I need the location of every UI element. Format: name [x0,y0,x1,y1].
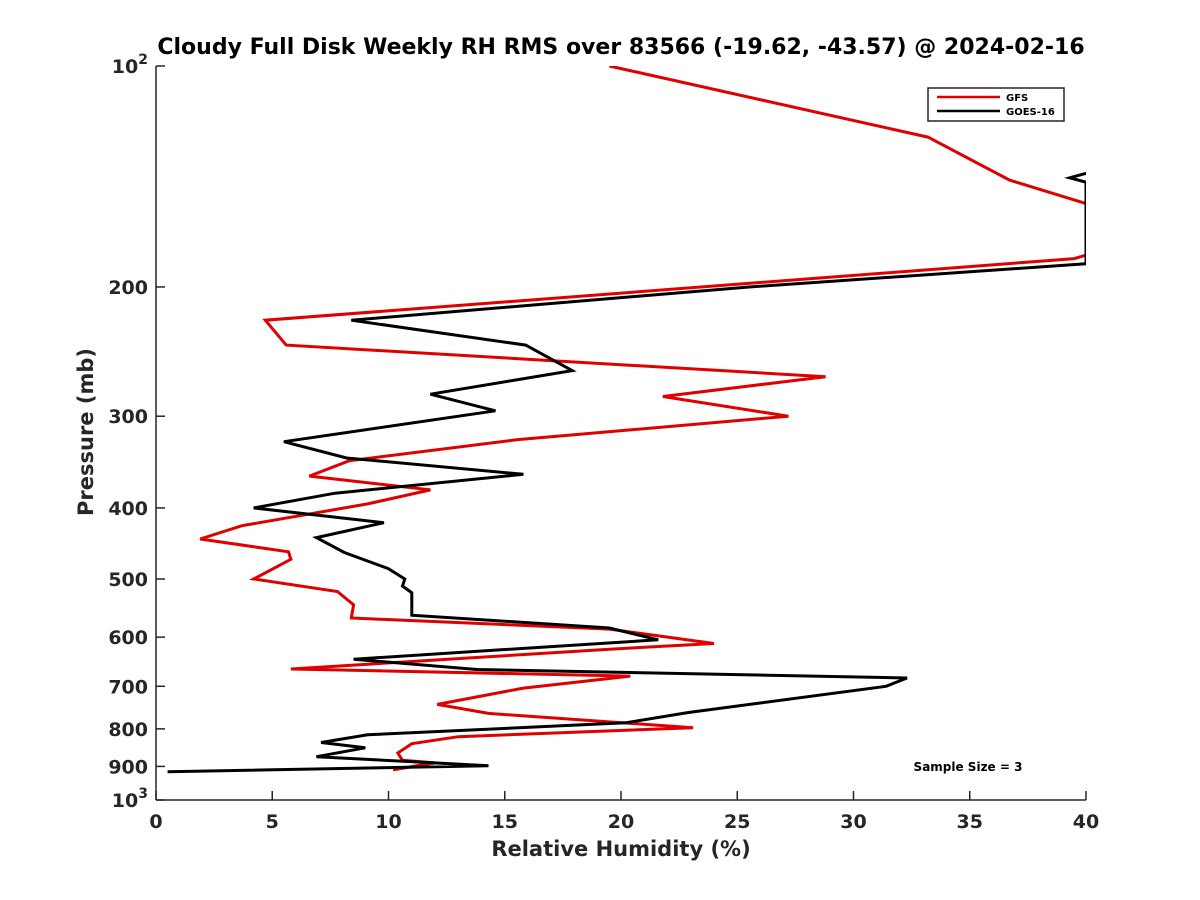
series-line-gfs [199,66,1086,772]
legend-box [927,87,1065,122]
plot-area [155,66,1086,801]
y-tick-label: 700 [108,676,148,698]
series-line-goes-16 [167,171,1086,774]
legend: GFS GOES-16 [927,87,1065,122]
x-tick-label: 5 [266,811,279,833]
x-tick-label: 30 [840,811,866,833]
x-tick-label: 15 [492,811,518,833]
y-axis-label: Pressure (mb) [74,348,98,516]
y-tick-label: 200 [108,277,148,299]
x-tick-label: 40 [1073,811,1099,833]
x-tick-label: 25 [724,811,750,833]
x-axis-label: Relative Humidity (%) [491,837,750,861]
y-tick-label: 103 [112,786,148,812]
sample-size-annotation: Sample Size = 3 [914,760,1023,774]
y-tick-label: 102 [112,52,148,78]
y-axis: 102 200 300 400 500 600 700 800 900 103 [108,52,165,812]
y-tick-label: 300 [108,406,148,428]
x-tick-label: 10 [375,811,401,833]
y-tick-label: 800 [108,719,148,741]
legend-entry: GFS [1006,93,1028,104]
x-tick-label: 20 [608,811,634,833]
chart-title: Cloudy Full Disk Weekly RH RMS over 8356… [157,35,1084,60]
y-tick-label: 900 [108,756,148,778]
x-tick-label: 0 [149,811,162,833]
x-axis: 0 5 10 15 20 25 30 35 40 [149,791,1099,833]
legend-entry: GOES-16 [1006,107,1055,118]
y-tick-label: 600 [108,627,148,649]
y-tick-label: 400 [108,498,148,520]
x-tick-label: 35 [957,811,983,833]
y-tick-label: 500 [108,569,148,591]
